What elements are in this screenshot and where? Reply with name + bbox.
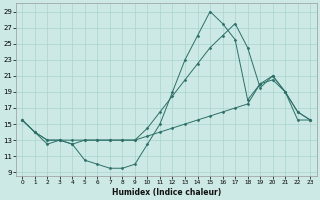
X-axis label: Humidex (Indice chaleur): Humidex (Indice chaleur) bbox=[112, 188, 221, 197]
